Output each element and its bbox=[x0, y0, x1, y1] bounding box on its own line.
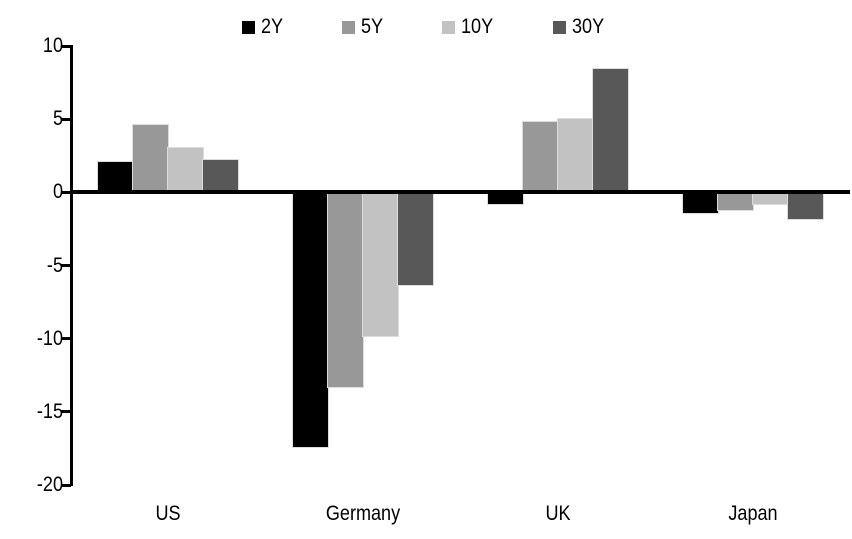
bar-us-10y bbox=[168, 148, 204, 193]
legend-item-30y: 30Y bbox=[553, 14, 609, 40]
x-category-label-japan: Japan bbox=[728, 502, 778, 525]
bar-us-5y bbox=[133, 125, 169, 193]
legend-label-10y: 10Y bbox=[460, 15, 493, 38]
legend-swatch-10y-icon bbox=[441, 20, 455, 34]
bar-japan-5y bbox=[717, 192, 753, 210]
y-axis-tick bbox=[61, 337, 71, 341]
legend-item-10y: 10Y bbox=[441, 14, 498, 40]
legend-label-5y: 5Y bbox=[361, 15, 384, 38]
x-category-label-germany: Germany bbox=[325, 502, 401, 525]
x-category-label-us: US bbox=[155, 502, 181, 525]
bar-uk-5y bbox=[522, 122, 558, 193]
bar-germany-5y bbox=[328, 192, 364, 387]
legend-label-30y: 30Y bbox=[572, 15, 605, 38]
y-axis-tick bbox=[61, 264, 71, 267]
bar-us-30y bbox=[203, 160, 239, 193]
bar-uk-30y bbox=[592, 69, 628, 193]
y-axis-tick bbox=[61, 410, 71, 414]
y-axis-tick-label: -20 bbox=[36, 473, 63, 496]
y-axis-tick bbox=[61, 44, 71, 48]
bar-uk-2y bbox=[487, 192, 523, 205]
bar-uk-10y bbox=[557, 119, 593, 193]
legend-item-2y: 2Y bbox=[242, 14, 287, 40]
bar-japan-2y bbox=[682, 192, 718, 213]
legend-item-5y: 5Y bbox=[342, 14, 387, 40]
y-axis-tick bbox=[61, 190, 71, 194]
bar-germany-2y bbox=[293, 192, 329, 447]
chart-legend: 2Y 5Y 10Y 30Y bbox=[0, 13, 852, 41]
bar-germany-30y bbox=[398, 192, 434, 285]
legend-swatch-5y-icon bbox=[342, 20, 356, 34]
x-category-label-uk: UK bbox=[545, 502, 571, 525]
y-axis-tick-label: -10 bbox=[36, 326, 63, 350]
legend-label-2y: 2Y bbox=[261, 15, 284, 38]
legend-swatch-30y-icon bbox=[553, 20, 567, 34]
y-axis-tick bbox=[61, 483, 71, 487]
y-axis-tick-label: 10 bbox=[42, 34, 63, 57]
y-axis-tick-label: 5 bbox=[52, 107, 63, 131]
y-axis-tick-label: -5 bbox=[46, 253, 63, 277]
bar-japan-10y bbox=[752, 192, 788, 205]
y-axis-tick-label: 0 bbox=[52, 180, 63, 204]
bar-germany-10y bbox=[363, 192, 399, 336]
legend-swatch-2y-icon bbox=[242, 20, 256, 34]
y-axis-tick-label: -15 bbox=[36, 399, 63, 423]
bar-us-2y bbox=[98, 161, 134, 193]
y-axis-tick bbox=[61, 117, 71, 121]
bar-japan-30y bbox=[787, 192, 823, 219]
zero-baseline bbox=[71, 190, 850, 194]
y-axis-line bbox=[70, 45, 73, 486]
